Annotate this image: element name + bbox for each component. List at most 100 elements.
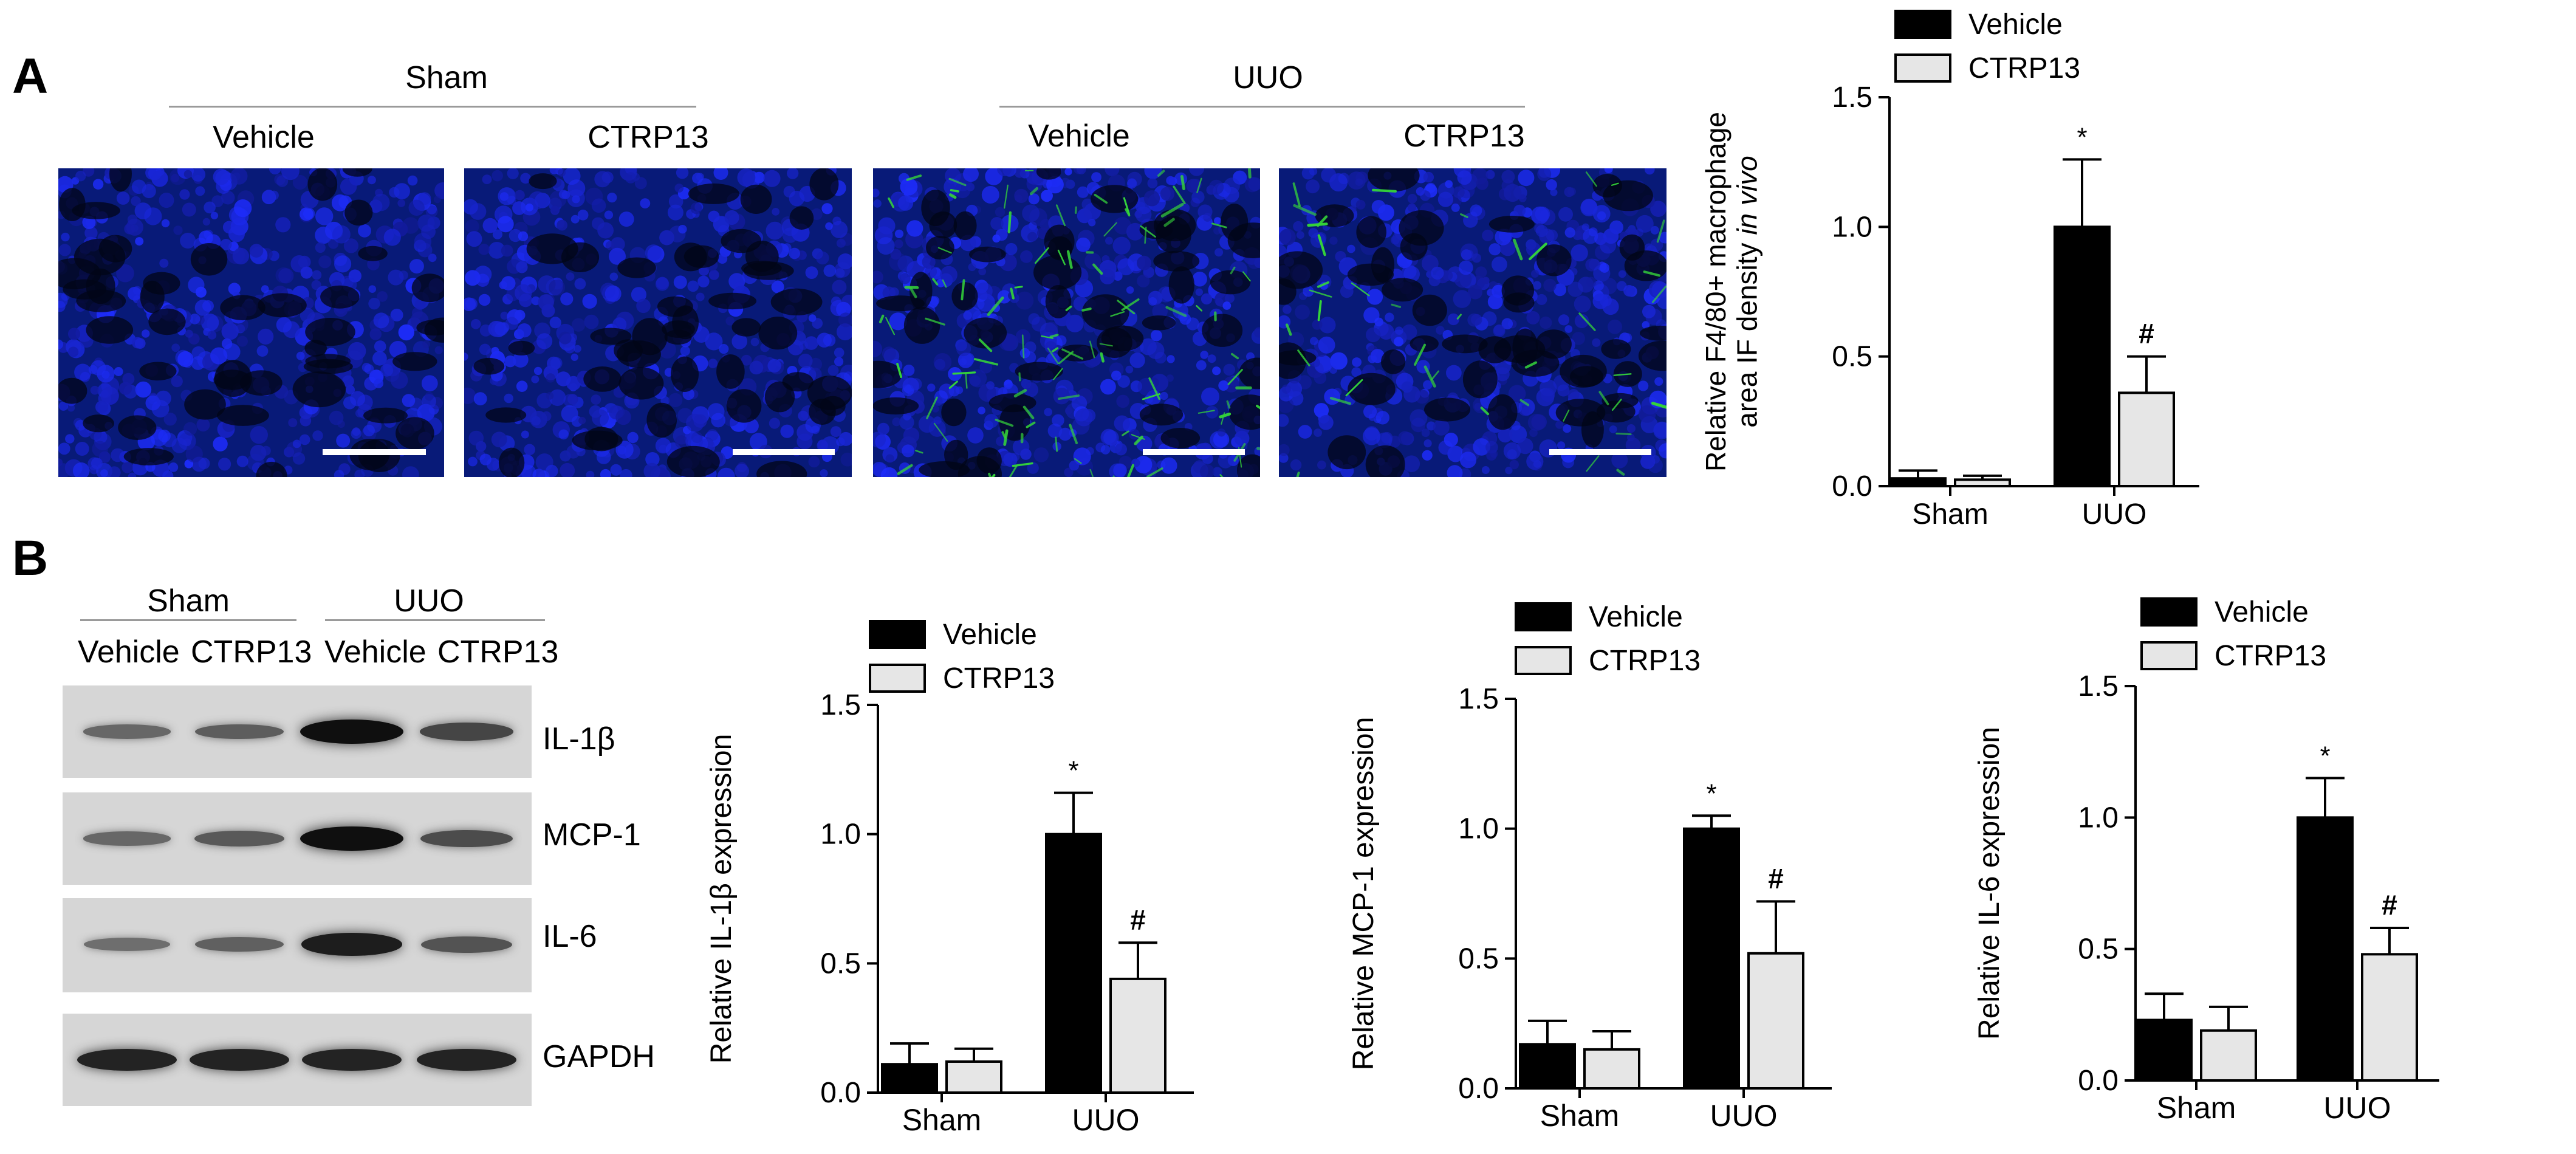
blot-lane-sham-vehicle: Vehicle xyxy=(78,634,180,670)
micrograph-sham-ctrp13 xyxy=(464,168,852,477)
blot-band xyxy=(300,720,403,744)
bar-vehicle-sham xyxy=(1519,1043,1576,1090)
blot-label-il-6: IL-6 xyxy=(543,919,597,954)
legend-label: Vehicle xyxy=(1968,9,2063,41)
blot-band xyxy=(83,724,171,739)
blot-lane-uuo-ctrp13: CTRP13 xyxy=(437,634,559,670)
significance-marker: * xyxy=(1068,756,1078,786)
bar-vehicle-sham xyxy=(881,1063,938,1094)
y-axis-label: Relative MCP-1 expression xyxy=(1348,717,1380,1071)
legend-swatch xyxy=(1515,646,1572,675)
blot-lane-sham-ctrp13: CTRP13 xyxy=(191,634,312,670)
scale-bar xyxy=(323,449,426,455)
y-tick-label: 0.5 xyxy=(1458,943,1499,975)
blot-band xyxy=(195,936,284,952)
blot-group-rule-sham xyxy=(80,619,296,621)
y-tick-label: 1.0 xyxy=(1458,813,1499,845)
y-axis-label: Relative F4/80+ macrophagearea IF densit… xyxy=(1700,112,1763,472)
sub-label-uuo-vehicle: Vehicle xyxy=(1028,118,1130,154)
bar-vehicle-sham xyxy=(1889,477,1947,488)
y-tick-label: 1.0 xyxy=(820,819,861,851)
scale-bar xyxy=(1549,449,1651,455)
blot-band xyxy=(194,831,284,847)
significance-marker: * xyxy=(2320,741,2330,771)
y-tick-label: 1.5 xyxy=(1458,683,1499,715)
bar-ctrp13-sham xyxy=(945,1060,1002,1094)
y-tick-label: 1.0 xyxy=(2078,802,2119,834)
legend-swatch xyxy=(2140,597,2197,627)
bar-vehicle-uuo xyxy=(2054,225,2111,487)
blot-band xyxy=(194,724,284,740)
chart-mcp-1-expression: 0.0 0.5 1.0 1.5 Relative MCP-1 expression Sha… xyxy=(1348,601,1832,1133)
legend-swatch xyxy=(1515,602,1572,631)
y-tick-label: 0.5 xyxy=(2078,933,2119,966)
legend-label: CTRP13 xyxy=(943,662,1055,695)
x-tick-label: UUO xyxy=(2323,1091,2391,1125)
significance-marker: # xyxy=(1130,904,1146,935)
y-tick-label: 0.5 xyxy=(1832,341,1872,373)
x-tick-label: Sham xyxy=(1540,1099,1620,1133)
blot-il-1b xyxy=(63,685,532,778)
y-tick-label: 1.5 xyxy=(820,689,861,721)
blot-mcp-1 xyxy=(63,792,532,885)
y-axis-label: Relative IL-1β expression xyxy=(705,734,738,1064)
bar-ctrp13-sham xyxy=(1954,478,2011,487)
significance-marker: # xyxy=(2382,889,2397,921)
group-label-uuo: UUO xyxy=(1233,60,1303,95)
y-tick-label: 1.5 xyxy=(2078,670,2119,702)
y-axis-label: Relative IL-6 expression xyxy=(1973,727,2006,1040)
significance-marker: * xyxy=(2077,122,2087,152)
x-tick-label: UUO xyxy=(1072,1103,1139,1137)
chart-il-6-expression: 0.0 0.5 1.0 1.5 Relative IL-6 expression Sham… xyxy=(1973,596,2439,1125)
x-tick-label: Sham xyxy=(2157,1091,2236,1125)
blot-band xyxy=(300,826,403,851)
bar-vehicle-uuo xyxy=(2297,816,2354,1082)
chart-f4-80-density: 0.0 0.5 1.0 1.5 Relative F4/80+ macrophagear… xyxy=(1700,9,2199,531)
sub-label-sham-ctrp13: CTRP13 xyxy=(587,120,709,155)
scale-bar xyxy=(733,449,835,455)
blot-label-gapdh: GAPDH xyxy=(543,1039,655,1074)
blot-group-label-sham: Sham xyxy=(147,583,230,619)
blot-group-rule-uuo xyxy=(325,619,545,621)
blot-band xyxy=(190,1048,289,1071)
legend-label: CTRP13 xyxy=(2215,640,2326,672)
y-tick-label: 0.0 xyxy=(820,1077,861,1109)
y-tick-label: 1.5 xyxy=(1832,81,1872,114)
group-rule-uuo xyxy=(999,106,1525,108)
blot-band xyxy=(83,831,171,846)
y-tick-label: 0.0 xyxy=(1458,1073,1499,1105)
x-tick-label: Sham xyxy=(902,1103,982,1137)
legend-swatch xyxy=(1894,53,1951,83)
blot-lane-uuo-vehicle: Vehicle xyxy=(324,634,426,670)
blot-band xyxy=(84,938,170,951)
group-rule-sham xyxy=(169,106,696,108)
chart-il-1b-expression: 0.0 0.5 1.0 1.5 Relative IL-1β expression Sha… xyxy=(705,619,1194,1137)
blot-band xyxy=(302,1048,402,1071)
legend-label: Vehicle xyxy=(2215,596,2309,628)
sub-label-uuo-ctrp13: CTRP13 xyxy=(1403,118,1525,154)
blot-il-6 xyxy=(63,898,532,992)
legend-label: CTRP13 xyxy=(1968,52,2080,84)
panel-label-b: B xyxy=(12,531,49,586)
blot-label-il-1b: IL-1β xyxy=(543,721,615,757)
legend-label: CTRP13 xyxy=(1589,645,1701,677)
x-tick-label: UUO xyxy=(2082,498,2147,531)
bar-ctrp13-sham xyxy=(1583,1048,1640,1090)
bar-ctrp13-uuo xyxy=(1109,977,1166,1094)
sub-label-sham-vehicle: Vehicle xyxy=(213,120,315,155)
y-tick-label: 0.0 xyxy=(1832,470,1872,503)
micrograph-uuo-ctrp13 xyxy=(1279,168,1667,477)
y-tick-label: 0.5 xyxy=(820,947,861,980)
bar-ctrp13-uuo xyxy=(2361,953,2418,1082)
legend-swatch xyxy=(1894,10,1951,39)
bar-ctrp13-sham xyxy=(2200,1029,2257,1082)
legend-swatch xyxy=(869,620,926,649)
legend-label: Vehicle xyxy=(1589,601,1683,633)
bar-ctrp13-uuo xyxy=(2118,391,2175,488)
significance-marker: * xyxy=(1706,778,1716,808)
group-label-sham: Sham xyxy=(405,60,488,95)
legend-label: Vehicle xyxy=(943,619,1037,651)
y-tick-label: 1.0 xyxy=(1832,211,1872,243)
legend-swatch xyxy=(2140,641,2197,670)
x-tick-label: UUO xyxy=(1710,1099,1777,1133)
